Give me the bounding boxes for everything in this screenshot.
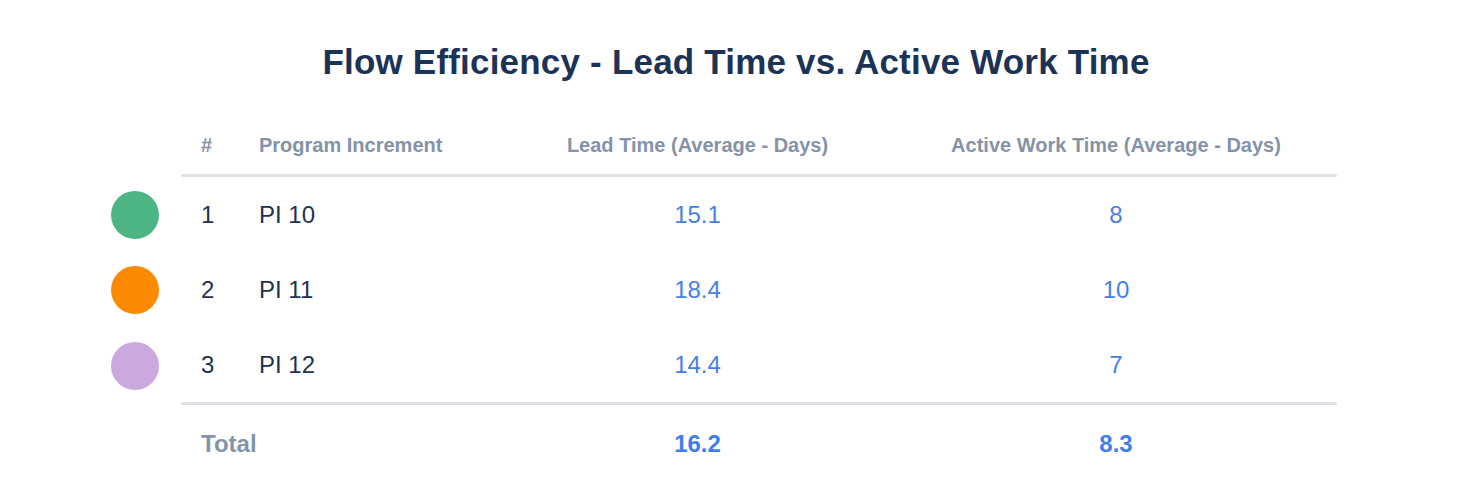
total-lead-time-value: 16.2 (500, 430, 895, 458)
active-work-time-value: 8 (895, 201, 1337, 229)
total-active-work-time-value: 8.3 (895, 430, 1337, 458)
table-total-row: Total 16.2 8.3 (181, 405, 1337, 483)
column-header-program-increment: Program Increment (239, 134, 500, 157)
table-row: 3 PI 12 14.4 7 (181, 327, 1337, 402)
row-index: 2 (181, 276, 239, 304)
program-increment-label: PI 11 (239, 276, 500, 304)
column-header-lead-time: Lead Time (Average - Days) (500, 134, 895, 157)
table-row: 2 PI 11 18.4 10 (181, 252, 1337, 327)
series-legend-dot (111, 266, 159, 314)
table-row: 1 PI 10 15.1 8 (181, 177, 1337, 252)
active-work-time-value: 7 (895, 351, 1337, 379)
lead-time-value: 14.4 (500, 351, 895, 379)
lead-time-value: 18.4 (500, 276, 895, 304)
column-header-active-work-time: Active Work Time (Average - Days) (895, 134, 1337, 157)
lead-time-value: 15.1 (500, 201, 895, 229)
table-header-row: # Program Increment Lead Time (Average -… (181, 116, 1337, 174)
row-index: 3 (181, 351, 239, 379)
column-header-index: # (181, 134, 239, 157)
series-legend-dot (111, 342, 159, 390)
active-work-time-value: 10 (895, 276, 1337, 304)
program-increment-label: PI 10 (239, 201, 500, 229)
data-table: # Program Increment Lead Time (Average -… (181, 116, 1337, 483)
flow-efficiency-widget: Flow Efficiency - Lead Time vs. Active W… (0, 0, 1472, 486)
total-label: Total (181, 430, 500, 458)
row-index: 1 (181, 201, 239, 229)
series-legend-dot (111, 191, 159, 239)
chart-title: Flow Efficiency - Lead Time vs. Active W… (0, 0, 1472, 82)
program-increment-label: PI 12 (239, 351, 500, 379)
